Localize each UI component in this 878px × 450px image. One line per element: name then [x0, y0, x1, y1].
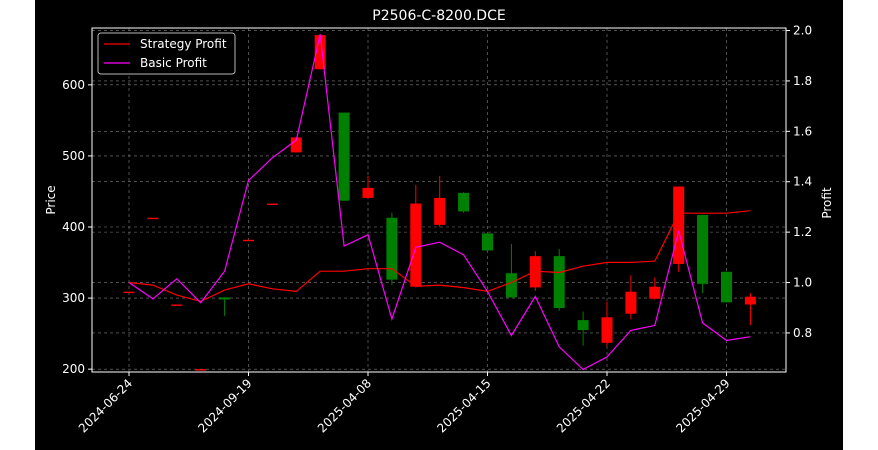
- right-tick-label: 1.0: [793, 276, 812, 290]
- right-tick-label: 2.0: [793, 24, 812, 38]
- legend-label-strategy-profit: Strategy Profit: [140, 37, 227, 51]
- right-tick-label: 1.4: [793, 175, 812, 189]
- left-tick-label: 500: [62, 149, 85, 163]
- candle-body: [147, 217, 159, 220]
- right-tick-label: 1.8: [793, 74, 812, 88]
- series-line-strategy-profit: [128, 210, 751, 303]
- left-y-axis-title: Price: [44, 185, 58, 214]
- candle-body: [410, 203, 422, 287]
- figure-background: [35, 0, 843, 450]
- legend: Strategy Profit Basic Profit: [97, 32, 236, 75]
- candle-body: [625, 291, 637, 314]
- series-line-basic-profit: [128, 34, 751, 371]
- candle-body: [219, 297, 231, 300]
- right-y-axis: 0.8 1.0 1.2 1.4 1.6 1.8 2.0: [786, 24, 812, 340]
- candle-body: [195, 369, 207, 371]
- candle-body: [123, 291, 135, 294]
- candle-body: [314, 35, 326, 70]
- right-tick-label: 0.8: [793, 326, 812, 340]
- candle-body: [266, 203, 278, 205]
- candle-body: [482, 233, 493, 251]
- left-tick-label: 200: [62, 362, 85, 376]
- candle-body: [744, 296, 756, 305]
- left-y-axis: 200 300 400 500 600: [62, 78, 92, 376]
- right-tick-label: 1.6: [793, 124, 812, 138]
- candle-body: [673, 186, 685, 264]
- candle-body: [505, 273, 517, 298]
- candle-body: [649, 286, 661, 299]
- plot-frame: [91, 27, 787, 373]
- candle-body: [171, 304, 183, 306]
- legend-box: [97, 32, 236, 75]
- candle-body: [434, 197, 446, 225]
- candle-body: [697, 214, 709, 284]
- grid-layer: [92, 28, 786, 372]
- line-layer: [128, 34, 751, 371]
- candle-body: [386, 217, 398, 280]
- candle-body: [290, 137, 302, 153]
- left-tick-label: 600: [62, 78, 85, 92]
- right-y-axis-title: Profit: [820, 187, 834, 219]
- legend-label-basic-profit: Basic Profit: [140, 56, 207, 70]
- candle-body: [243, 239, 254, 242]
- candle-body: [601, 317, 613, 343]
- left-tick-label: 400: [62, 220, 85, 234]
- left-tick-label: 300: [62, 291, 85, 305]
- candle-body: [553, 256, 565, 309]
- candle-body: [721, 271, 732, 303]
- candle-body: [362, 187, 374, 198]
- chart-title: P2506-C-8200.DCE: [372, 8, 505, 24]
- candle-body: [338, 112, 350, 201]
- candle-body: [577, 320, 589, 331]
- right-tick-label: 1.2: [793, 225, 812, 239]
- candle-body: [458, 192, 470, 212]
